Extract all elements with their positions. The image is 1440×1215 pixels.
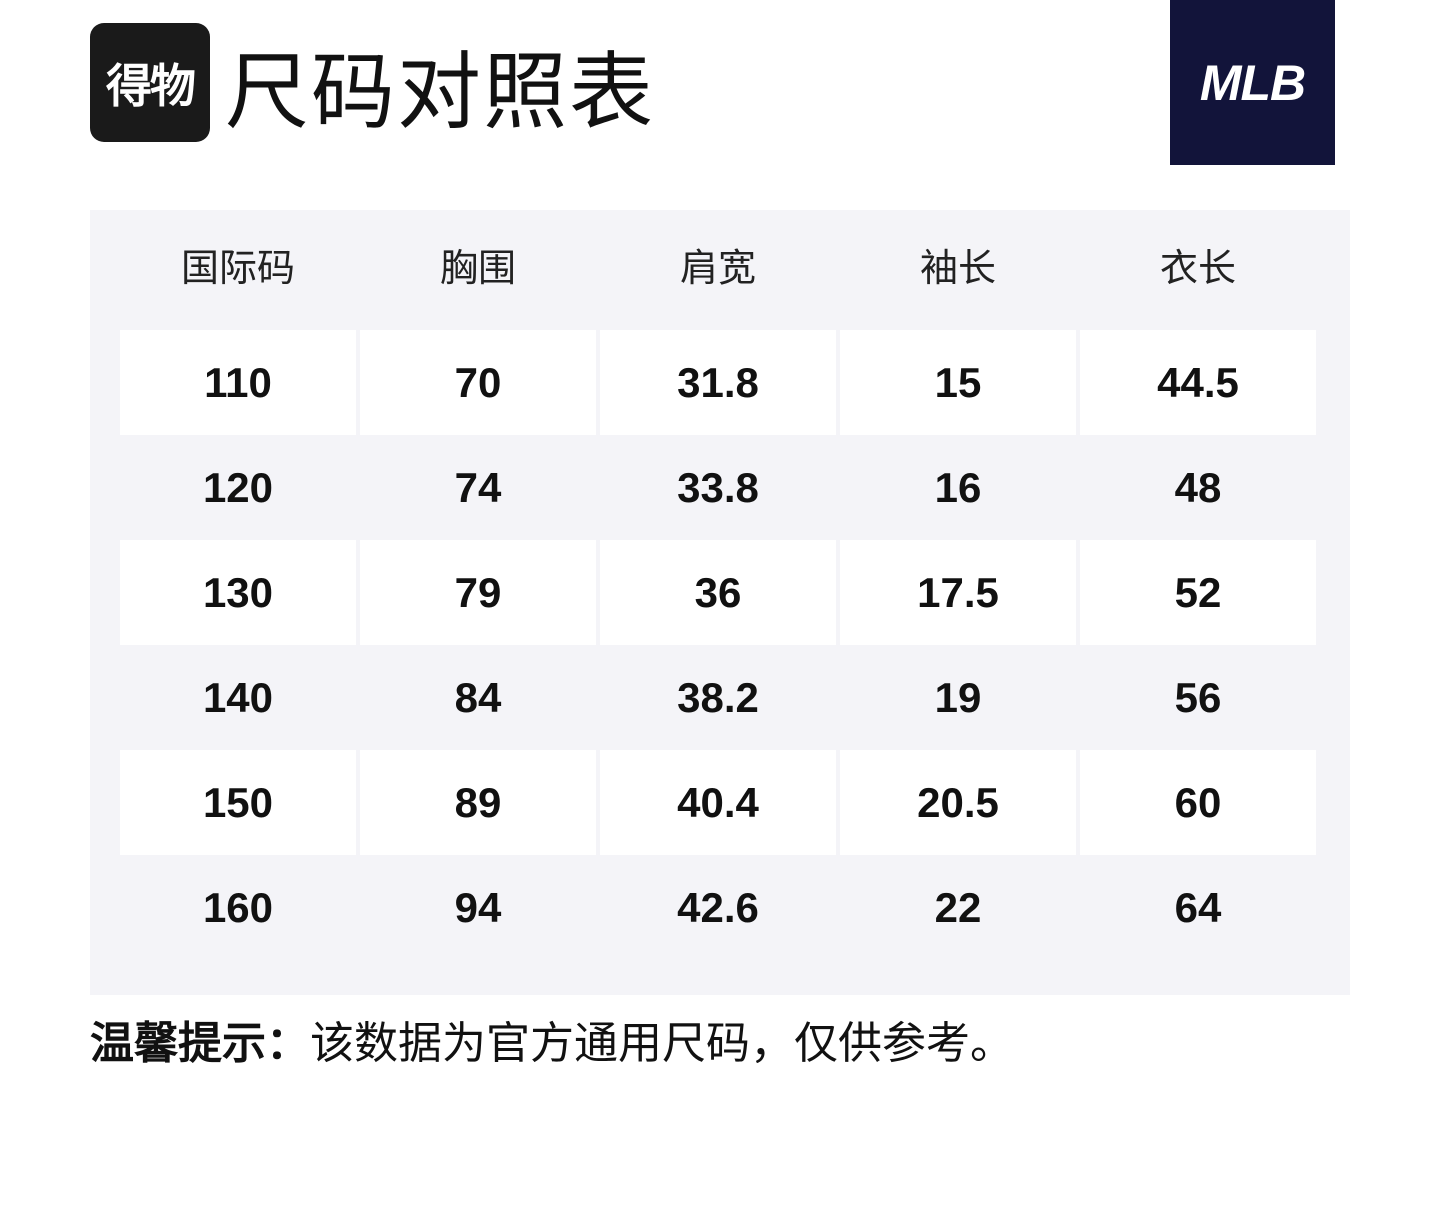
table-cell: 16 xyxy=(934,463,982,511)
table-cell: 20.5 xyxy=(840,750,1076,855)
table-cell: 15 xyxy=(840,330,1076,435)
table-cell: 60 xyxy=(1080,750,1316,855)
table-cell: 42.6 xyxy=(677,883,759,931)
table-cell: 19 xyxy=(934,673,982,721)
table-cell: 38.2 xyxy=(677,673,759,721)
table-cell: 110 xyxy=(120,330,356,435)
page-title: 尺码对照表 xyxy=(225,43,656,141)
table-cell: 36 xyxy=(600,540,836,645)
table-cell: 70 xyxy=(360,330,596,435)
table-cell: 52 xyxy=(1080,540,1316,645)
table-cell: 48 xyxy=(1174,463,1222,511)
table-cell: 31.8 xyxy=(600,330,836,435)
table-cell: 84 xyxy=(454,673,502,721)
table-cell: 79 xyxy=(360,540,596,645)
table-cell: 150 xyxy=(120,750,356,855)
table-cell: 64 xyxy=(1174,883,1222,931)
brand-logo: MLB xyxy=(1170,0,1335,165)
column-header: 衣长 xyxy=(1159,246,1236,290)
table-cell: 130 xyxy=(120,540,356,645)
note-label: 温馨提示： xyxy=(90,1018,310,1069)
table-cell: 56 xyxy=(1174,673,1222,721)
table-cell: 74 xyxy=(454,463,502,511)
table-cell: 17.5 xyxy=(840,540,1076,645)
app-logo: 得物 xyxy=(90,23,210,142)
table-cell: 94 xyxy=(454,883,502,931)
column-header: 胸围 xyxy=(439,246,516,290)
table-cell: 40.4 xyxy=(600,750,836,855)
table-cell: 22 xyxy=(934,883,982,931)
table-cell: 120 xyxy=(202,463,274,511)
table-cell: 160 xyxy=(202,883,274,931)
column-header: 肩宽 xyxy=(679,246,756,290)
note: 温馨提示：该数据为官方通用尺码，仅供参考。 xyxy=(90,1012,1014,1076)
table-cell: 89 xyxy=(360,750,596,855)
column-header: 袖长 xyxy=(919,246,996,290)
note-text: 该数据为官方通用尺码，仅供参考。 xyxy=(310,1018,1014,1069)
table-cell: 44.5 xyxy=(1080,330,1316,435)
table-cell: 140 xyxy=(202,673,274,721)
table-cell: 33.8 xyxy=(677,463,759,511)
column-header: 国际码 xyxy=(180,246,295,290)
size-table: 国际码 胸围 肩宽 袖长 衣长 110 70 31.8 15 44.5 120 74 33.8 16 48 1… xyxy=(90,210,1350,995)
